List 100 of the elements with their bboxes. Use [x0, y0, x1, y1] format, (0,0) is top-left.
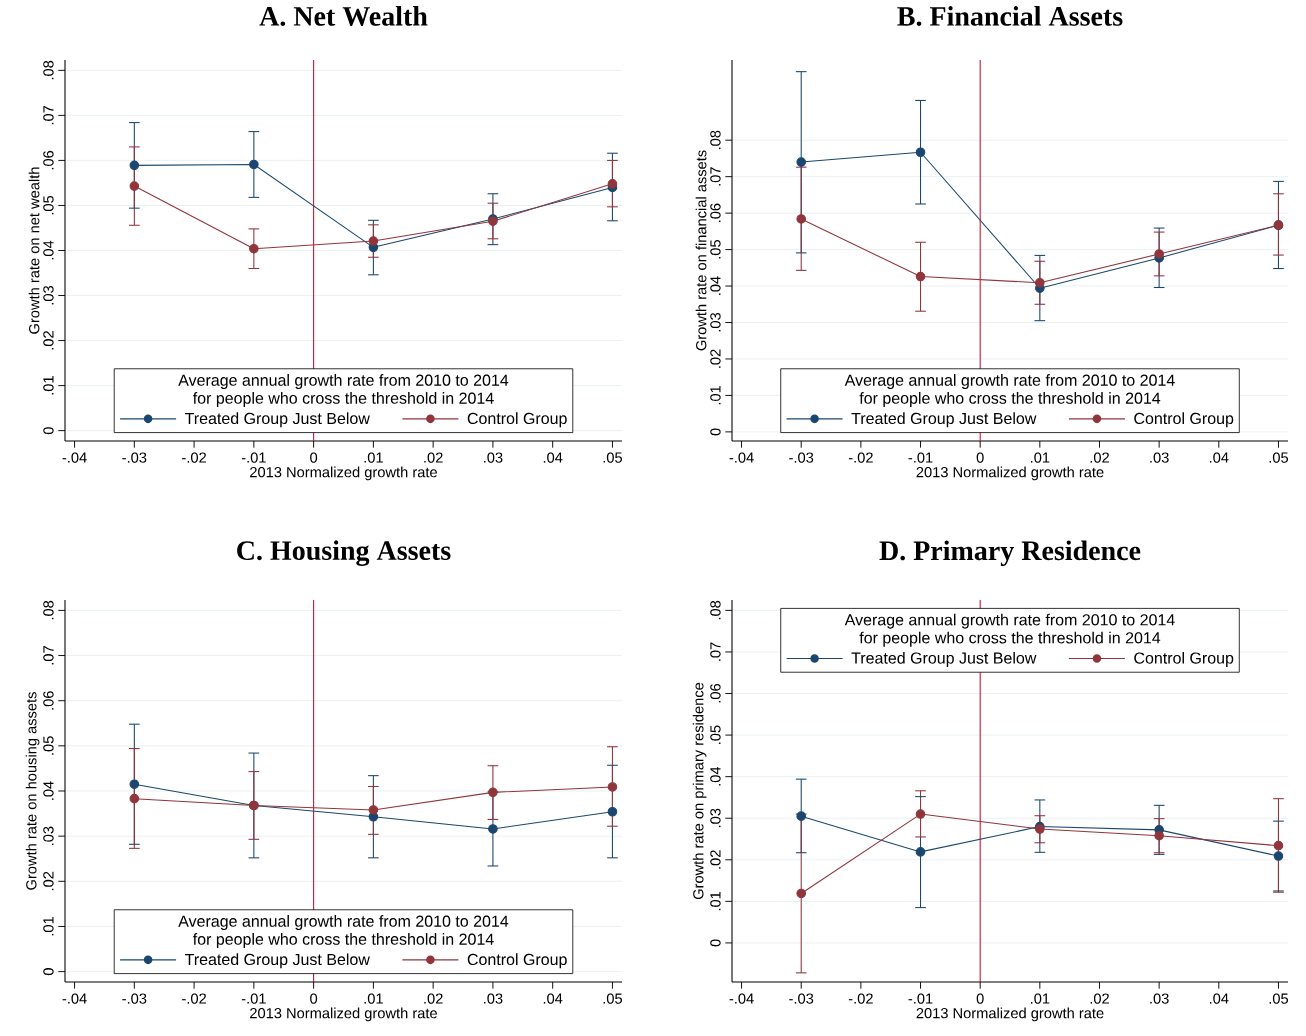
x-tick-label: .05 — [603, 993, 623, 1004]
y-tick-label: 0 — [710, 428, 721, 436]
x-tick-label: 0 — [976, 993, 984, 1004]
y-tick-label: .01 — [710, 385, 721, 405]
y-tick-label: .08 — [710, 600, 721, 620]
y-tick-label: .04 — [710, 766, 721, 786]
y-tick-label: .05 — [710, 725, 721, 744]
y-tick-label: .03 — [710, 808, 721, 828]
x-tick-label: .02 — [1090, 993, 1109, 1004]
y-tick-label: .07 — [710, 642, 721, 661]
y-tick-label: .08 — [710, 130, 721, 150]
x-tick-label: .01 — [1030, 452, 1050, 463]
y-tick-label: .04 — [43, 240, 54, 260]
legend-label: Control Group — [467, 412, 567, 428]
x-tick-label: .02 — [1090, 452, 1109, 463]
x-tick-label: -.03 — [789, 452, 814, 463]
x-tick-label: -.04 — [62, 993, 87, 1004]
y-tick-label: .03 — [710, 312, 721, 332]
x-tick-label: .05 — [1269, 452, 1289, 463]
x-tick-label: -.03 — [122, 452, 147, 463]
y-axis-title: Growth rate on housing assets — [25, 692, 40, 890]
x-tick-label: -.03 — [789, 993, 814, 1004]
x-tick-label: 0 — [976, 452, 984, 463]
y-tick-label: .03 — [43, 285, 54, 305]
legend-label: Treated Group Just Below — [851, 412, 1037, 428]
y-tick-label: .04 — [43, 781, 54, 800]
x-tick-label: .03 — [484, 993, 503, 1004]
x-tick-label: -.04 — [729, 993, 754, 1004]
legend-title: Average annual growth rate from 2010 to 2014 for people who cross the threshold in 2014 — [844, 613, 1175, 647]
x-tick-label: -.01 — [241, 993, 266, 1004]
y-tick-label: 0 — [710, 939, 721, 947]
x-tick-label: -.02 — [182, 452, 206, 463]
y-tick-label: .07 — [710, 167, 721, 186]
y-tick-label: .08 — [43, 600, 54, 620]
y-axis-title: Growth rate on net wealth — [28, 167, 40, 334]
x-tick-label: -.04 — [62, 452, 87, 463]
x-axis-title: 2013 Normalized growth rate — [916, 466, 1104, 481]
x-tick-label: .01 — [364, 452, 383, 463]
x-tick-label: -.02 — [848, 452, 873, 463]
y-tick-label: .05 — [710, 240, 721, 259]
y-tick-label: .06 — [710, 683, 721, 703]
y-tick-label: .01 — [710, 891, 721, 911]
x-tick-label: .04 — [1209, 993, 1229, 1004]
chart-title: B. Financial Assets — [897, 6, 1123, 26]
x-tick-label: .03 — [1150, 452, 1169, 463]
x-tick-label: .05 — [603, 452, 623, 463]
chart-title: A. Net Wealth — [259, 6, 428, 26]
y-tick-label: .07 — [43, 646, 54, 665]
x-tick-label: 0 — [310, 452, 318, 463]
legend-label: Treated Group Just Below — [184, 953, 370, 969]
x-tick-label: -.02 — [848, 993, 873, 1004]
x-tick-label: .01 — [1030, 993, 1050, 1004]
y-tick-label: .08 — [43, 60, 54, 80]
legend-title: Average annual growth rate from 2010 to 2014 for people who cross the threshold in 2014 — [178, 915, 509, 949]
y-tick-label: .02 — [43, 331, 54, 350]
legend-label: Treated Group Just Below — [851, 651, 1037, 667]
y-tick-label: .05 — [43, 195, 54, 215]
y-tick-label: 0 — [43, 427, 54, 435]
x-tick-label: -.01 — [241, 452, 266, 463]
legend-title: Average annual growth rate from 2010 to 2014 for people who cross the threshold in 2014 — [178, 374, 509, 408]
y-tick-label: .02 — [710, 349, 721, 368]
y-tick-label: .05 — [43, 736, 54, 755]
y-tick-label: .01 — [43, 376, 54, 395]
x-tick-label: 0 — [310, 993, 318, 1004]
legend-label: Control Group — [1134, 412, 1234, 428]
x-tick-label: .04 — [543, 993, 563, 1004]
y-tick-label: .06 — [43, 691, 54, 710]
x-tick-label: -.01 — [908, 452, 933, 463]
y-tick-label: .06 — [43, 150, 54, 170]
y-tick-label: .06 — [710, 203, 721, 222]
y-tick-label: .02 — [710, 850, 721, 869]
y-tick-label: .07 — [43, 105, 54, 125]
x-tick-label: .03 — [484, 452, 503, 463]
legend-label: Treated Group Just Below — [184, 412, 370, 428]
x-tick-label: -.04 — [729, 452, 754, 463]
y-tick-label: .04 — [710, 276, 721, 295]
x-tick-label: -.01 — [908, 993, 933, 1004]
x-tick-label: .03 — [1150, 993, 1169, 1004]
x-tick-label: .02 — [424, 452, 443, 463]
chart-title: D. Primary Residence — [879, 540, 1141, 566]
y-axis-title: Growth rate on primary residence — [692, 682, 707, 900]
x-axis-title: 2013 Normalized growth rate — [916, 1007, 1104, 1022]
legend-label: Control Group — [467, 953, 567, 969]
y-tick-label: 0 — [43, 968, 54, 976]
y-tick-label: .03 — [43, 826, 54, 846]
y-tick-label: .02 — [43, 871, 54, 891]
x-axis-title: 2013 Normalized growth rate — [250, 466, 437, 481]
y-axis-title: Growth rate on financial assets — [695, 150, 707, 351]
x-tick-label: .01 — [364, 993, 383, 1004]
x-tick-label: .05 — [1269, 993, 1289, 1004]
y-tick-label: .01 — [43, 916, 54, 936]
x-tick-label: -.02 — [182, 993, 206, 1004]
x-tick-label: .02 — [424, 993, 443, 1004]
legend-label: Control Group — [1134, 651, 1234, 667]
x-tick-label: .04 — [1209, 452, 1229, 463]
legend-title: Average annual growth rate from 2010 to 2014 for people who cross the threshold in 2014 — [844, 374, 1175, 408]
x-tick-label: -.03 — [122, 993, 147, 1004]
x-tick-label: .04 — [543, 452, 563, 463]
x-axis-title: 2013 Normalized growth rate — [250, 1007, 437, 1022]
chart-title: C. Housing Assets — [237, 540, 451, 566]
